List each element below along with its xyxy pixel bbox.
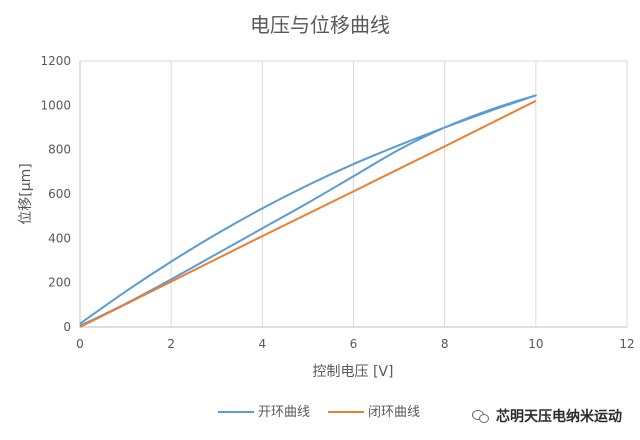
y-tick-label: 1200 <box>40 54 71 68</box>
x-tick-label: 8 <box>441 337 449 351</box>
axes <box>79 61 627 328</box>
y-tick-label: 400 <box>48 231 71 245</box>
chart-title: 电压与位移曲线 <box>250 13 390 37</box>
x-tick-label: 0 <box>76 337 84 351</box>
x-axis-label: 控制电压 [V] <box>313 364 394 380</box>
series-lines <box>79 94 537 328</box>
x-tick-label: 10 <box>528 337 543 351</box>
y-tick-label: 200 <box>48 276 71 290</box>
legend-label: 闭环曲线 <box>368 405 420 420</box>
y-tick-label: 0 <box>63 320 71 334</box>
series-closed-loop-line <box>79 100 537 328</box>
legend: 开环曲线 闭环曲线 <box>218 405 420 420</box>
x-tick-label: 4 <box>259 337 267 351</box>
grid-lines <box>80 60 628 327</box>
y-axis-label: 位移[μm] <box>18 163 34 224</box>
series-open-loop-line <box>79 94 537 327</box>
x-tick-label: 2 <box>167 337 175 351</box>
y-tick-labels: 0 200 400 600 800 1000 1200 <box>40 54 71 334</box>
x-tick-label: 6 <box>350 337 358 351</box>
watermark-text: 芯明天压电纳米运动 <box>496 409 622 425</box>
y-tick-label: 1000 <box>40 98 71 112</box>
y-tick-label: 800 <box>48 143 71 157</box>
x-tick-label: 12 <box>619 337 634 351</box>
watermark: 芯明天压电纳米运动 <box>472 406 622 426</box>
legend-label: 开环曲线 <box>258 405 310 420</box>
y-tick-label: 600 <box>48 187 71 201</box>
x-tick-labels: 0 2 4 6 8 10 12 <box>76 337 634 351</box>
wechat-icon <box>472 409 490 423</box>
